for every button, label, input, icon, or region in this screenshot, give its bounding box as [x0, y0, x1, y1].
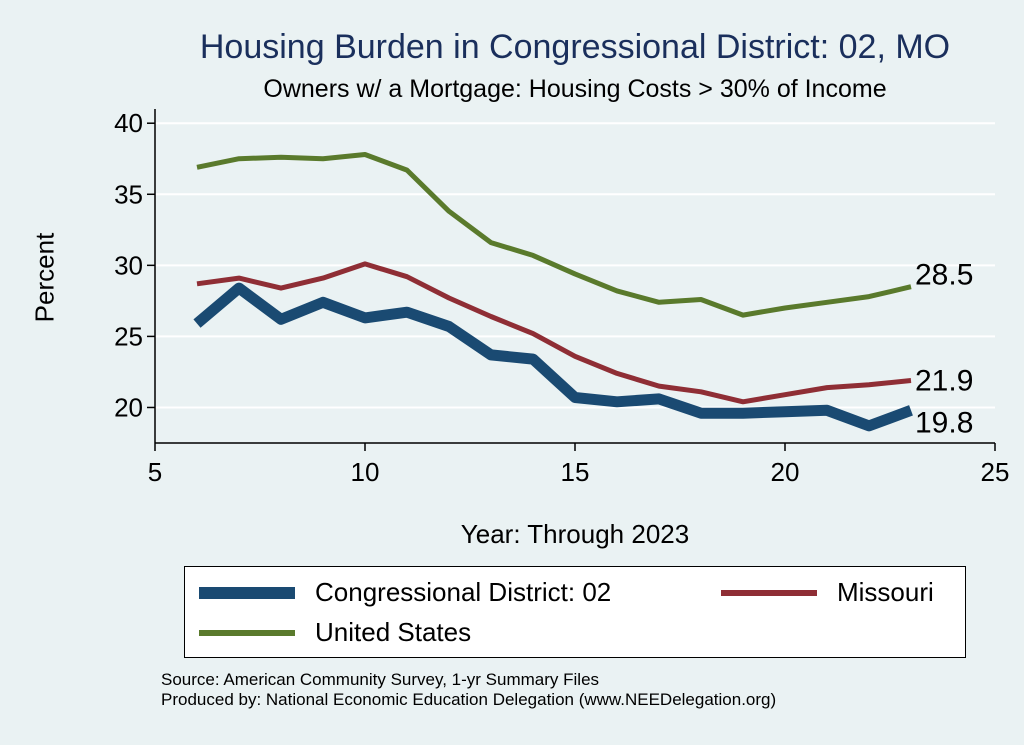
x-tick-label: 5 [148, 457, 162, 487]
x-tick-label: 10 [351, 457, 380, 487]
legend: Congressional District: 02 Missouri Unit… [184, 566, 966, 658]
legend-label-district: Congressional District: 02 [315, 577, 612, 607]
plot-area: 20 25 30 35 40 5 10 15 20 25 19.8 21.9 28.5 [114, 108, 1010, 487]
legend-swatch-united-states [199, 629, 295, 636]
chart-title: Housing Burden in Congressional District… [199, 28, 951, 66]
source-line: Source: American Community Survey, 1-yr … [161, 670, 600, 689]
y-tick-label: 25 [114, 321, 143, 351]
legend-item-district: Congressional District: 02 [199, 577, 611, 608]
x-tick-label: 25 [981, 457, 1010, 487]
end-label-district: 19.8 [915, 406, 973, 439]
legend-label-missouri: Missouri [837, 577, 934, 607]
series-line-united-states [196, 152, 912, 318]
series-line-district [193, 282, 913, 432]
y-tick-label: 30 [114, 250, 143, 280]
producer-line: Produced by: National Economic Education… [161, 690, 777, 709]
legend-label-united-states: United States [315, 617, 472, 647]
end-label-united-states: 28.5 [915, 259, 973, 292]
x-tick-label: 20 [771, 457, 800, 487]
series-line-missouri [196, 261, 912, 405]
legend-item-united-states: United States [199, 617, 471, 648]
y-tick-label: 35 [114, 179, 143, 209]
legend-item-missouri: Missouri [721, 577, 934, 608]
legend-swatch-missouri [721, 589, 817, 596]
legend-swatch-district [199, 586, 295, 599]
y-tick-label: 40 [114, 108, 143, 138]
source-note: Source: American Community Survey, 1-yr … [161, 670, 776, 710]
end-label-missouri: 21.9 [915, 364, 973, 397]
chart-subtitle: Owners w/ a Mortgage: Housing Costs > 30… [263, 75, 887, 103]
y-tick-label: 20 [114, 392, 143, 422]
x-axis-label: Year: Through 2023 [460, 519, 690, 549]
x-tick-label: 15 [561, 457, 590, 487]
